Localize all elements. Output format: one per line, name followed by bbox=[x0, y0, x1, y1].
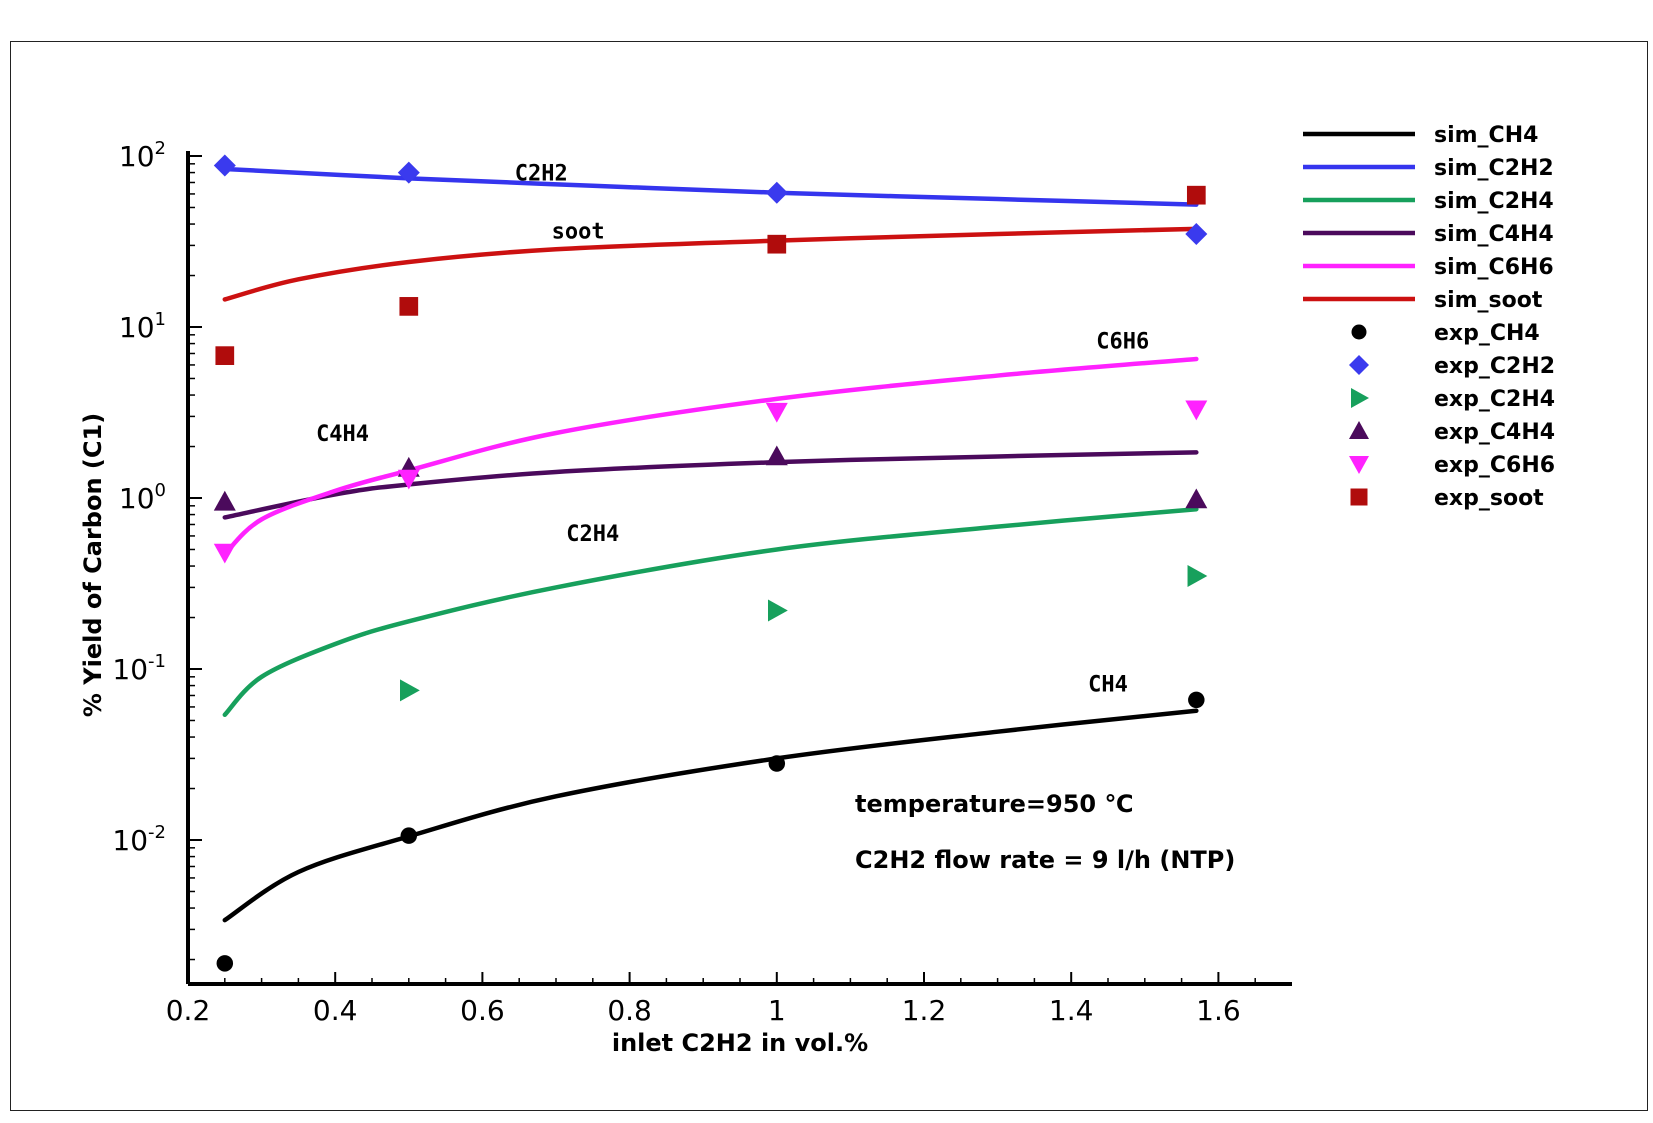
legend-swatch-exp_C4H4 bbox=[1349, 421, 1369, 439]
x-tick-label: 0.4 bbox=[313, 994, 358, 1027]
marker-exp_C2H2 bbox=[397, 161, 420, 184]
legend-label-exp_CH4: exp_CH4 bbox=[1434, 321, 1540, 346]
legend-swatch-exp_C2H4 bbox=[1351, 388, 1369, 408]
x-tick-label: 1.6 bbox=[1196, 994, 1241, 1027]
marker-exp_C2H2 bbox=[213, 154, 236, 177]
y-tick-label: 10-2 bbox=[112, 822, 166, 857]
series-lines bbox=[222, 166, 1199, 923]
marker-exp_soot bbox=[399, 297, 419, 316]
x-tick-label: 1 bbox=[768, 994, 786, 1027]
series-label-c2h2: C2H2 bbox=[515, 161, 568, 186]
x-axis-title: inlet C2H2 in vol.% bbox=[612, 1029, 868, 1057]
legend-swatch-exp_soot bbox=[1350, 488, 1368, 506]
marker-exp_CH4 bbox=[400, 827, 418, 844]
marker-exp_C2H2 bbox=[1185, 222, 1208, 245]
legend-label-sim_C2H2: sim_C2H2 bbox=[1434, 156, 1554, 181]
series-label-c2h4: C2H4 bbox=[566, 522, 619, 547]
legend-label-sim_C6H6: sim_C6H6 bbox=[1434, 255, 1554, 280]
legend-label-sim_C2H4: sim_C2H4 bbox=[1434, 189, 1554, 214]
series-label-soot: soot bbox=[552, 219, 605, 244]
x-tick-label: 1.4 bbox=[1049, 994, 1094, 1027]
legend-label-sim_soot: sim_soot bbox=[1434, 288, 1543, 313]
line-sim_soot bbox=[222, 226, 1199, 302]
line-sim_C6H6 bbox=[222, 356, 1199, 557]
x-tick-label: 0.8 bbox=[607, 994, 652, 1027]
legend: sim_CH4 sim_C2H2 sim_C2H4 sim_C4H4 sim_C6H6s… bbox=[1303, 123, 1555, 511]
marker-exp_C4H4 bbox=[765, 445, 788, 466]
legend-swatch-exp_C6H6 bbox=[1349, 456, 1369, 474]
marker-exp_soot bbox=[215, 346, 235, 365]
legend-label-exp_soot: exp_soot bbox=[1434, 486, 1544, 511]
y-tick-label: 100 bbox=[119, 480, 166, 515]
marker-exp_C2H4 bbox=[400, 679, 420, 702]
y-tick-label: 102 bbox=[119, 138, 166, 173]
legend-swatch-exp_C2H2 bbox=[1349, 355, 1369, 375]
chart-frame bbox=[10, 41, 1648, 1111]
legend-label-exp_C2H2: exp_C2H2 bbox=[1434, 354, 1555, 379]
series-label-ch4: CH4 bbox=[1088, 672, 1128, 697]
marker-exp_C6H6 bbox=[397, 469, 420, 490]
marker-exp_C6H6 bbox=[765, 402, 788, 423]
legend-label-sim_C4H4: sim_C4H4 bbox=[1434, 222, 1554, 247]
legend-label-sim_CH4: sim_CH4 bbox=[1434, 123, 1538, 148]
marker-exp_C6H6 bbox=[213, 543, 236, 564]
marker-exp_C4H4 bbox=[213, 490, 236, 511]
line-sim_CH4 bbox=[222, 708, 1199, 923]
x-tick-label: 0.2 bbox=[166, 994, 211, 1027]
line-sim_C2H4 bbox=[222, 506, 1199, 718]
marker-exp_soot bbox=[1186, 185, 1206, 205]
series-markers bbox=[213, 154, 1208, 972]
x-tick-label: 1.2 bbox=[902, 994, 947, 1027]
marker-exp_CH4 bbox=[768, 755, 786, 772]
annotation-temperature: temperature=950 ℃ bbox=[855, 790, 1134, 818]
marker-exp_CH4 bbox=[1188, 691, 1205, 709]
marker-exp_C2H4 bbox=[1187, 564, 1208, 587]
legend-label-exp_C4H4: exp_C4H4 bbox=[1434, 420, 1555, 445]
legend-label-exp_C6H6: exp_C6H6 bbox=[1434, 453, 1555, 478]
series-label-c4h4: C4H4 bbox=[316, 422, 369, 447]
series-labels: C2H2 soot C6H6 C4H4 C2H4 CH4 bbox=[316, 161, 1149, 697]
legend-label-exp_C2H4: exp_C2H4 bbox=[1434, 387, 1555, 412]
marker-exp_CH4 bbox=[216, 955, 234, 972]
legend-swatch-exp_CH4 bbox=[1351, 324, 1367, 340]
y-tick-label: 10-1 bbox=[112, 651, 166, 686]
marker-exp_C4H4 bbox=[1185, 488, 1208, 509]
marker-exp_C2H4 bbox=[768, 599, 788, 622]
marker-exp_C6H6 bbox=[1185, 400, 1208, 421]
line-sim_C2H2 bbox=[222, 166, 1199, 207]
annotation-flow-rate: C2H2 flow rate = 9 l/h (NTP) bbox=[855, 846, 1235, 874]
y-axis-title: % Yield of Carbon (C1) bbox=[79, 413, 107, 717]
marker-exp_soot bbox=[767, 234, 787, 254]
marker-exp_C2H2 bbox=[765, 181, 788, 204]
y-tick-label: 101 bbox=[119, 309, 166, 344]
line-sim_C4H4 bbox=[222, 450, 1199, 520]
axes: 0.2 0.4 0.6 0.8 1 1.2 1.4 1.6 10-2 10-1 100 101 102 bbox=[112, 138, 1292, 1027]
x-tick-label: 0.6 bbox=[460, 994, 505, 1027]
series-label-c6h6: C6H6 bbox=[1096, 329, 1149, 354]
